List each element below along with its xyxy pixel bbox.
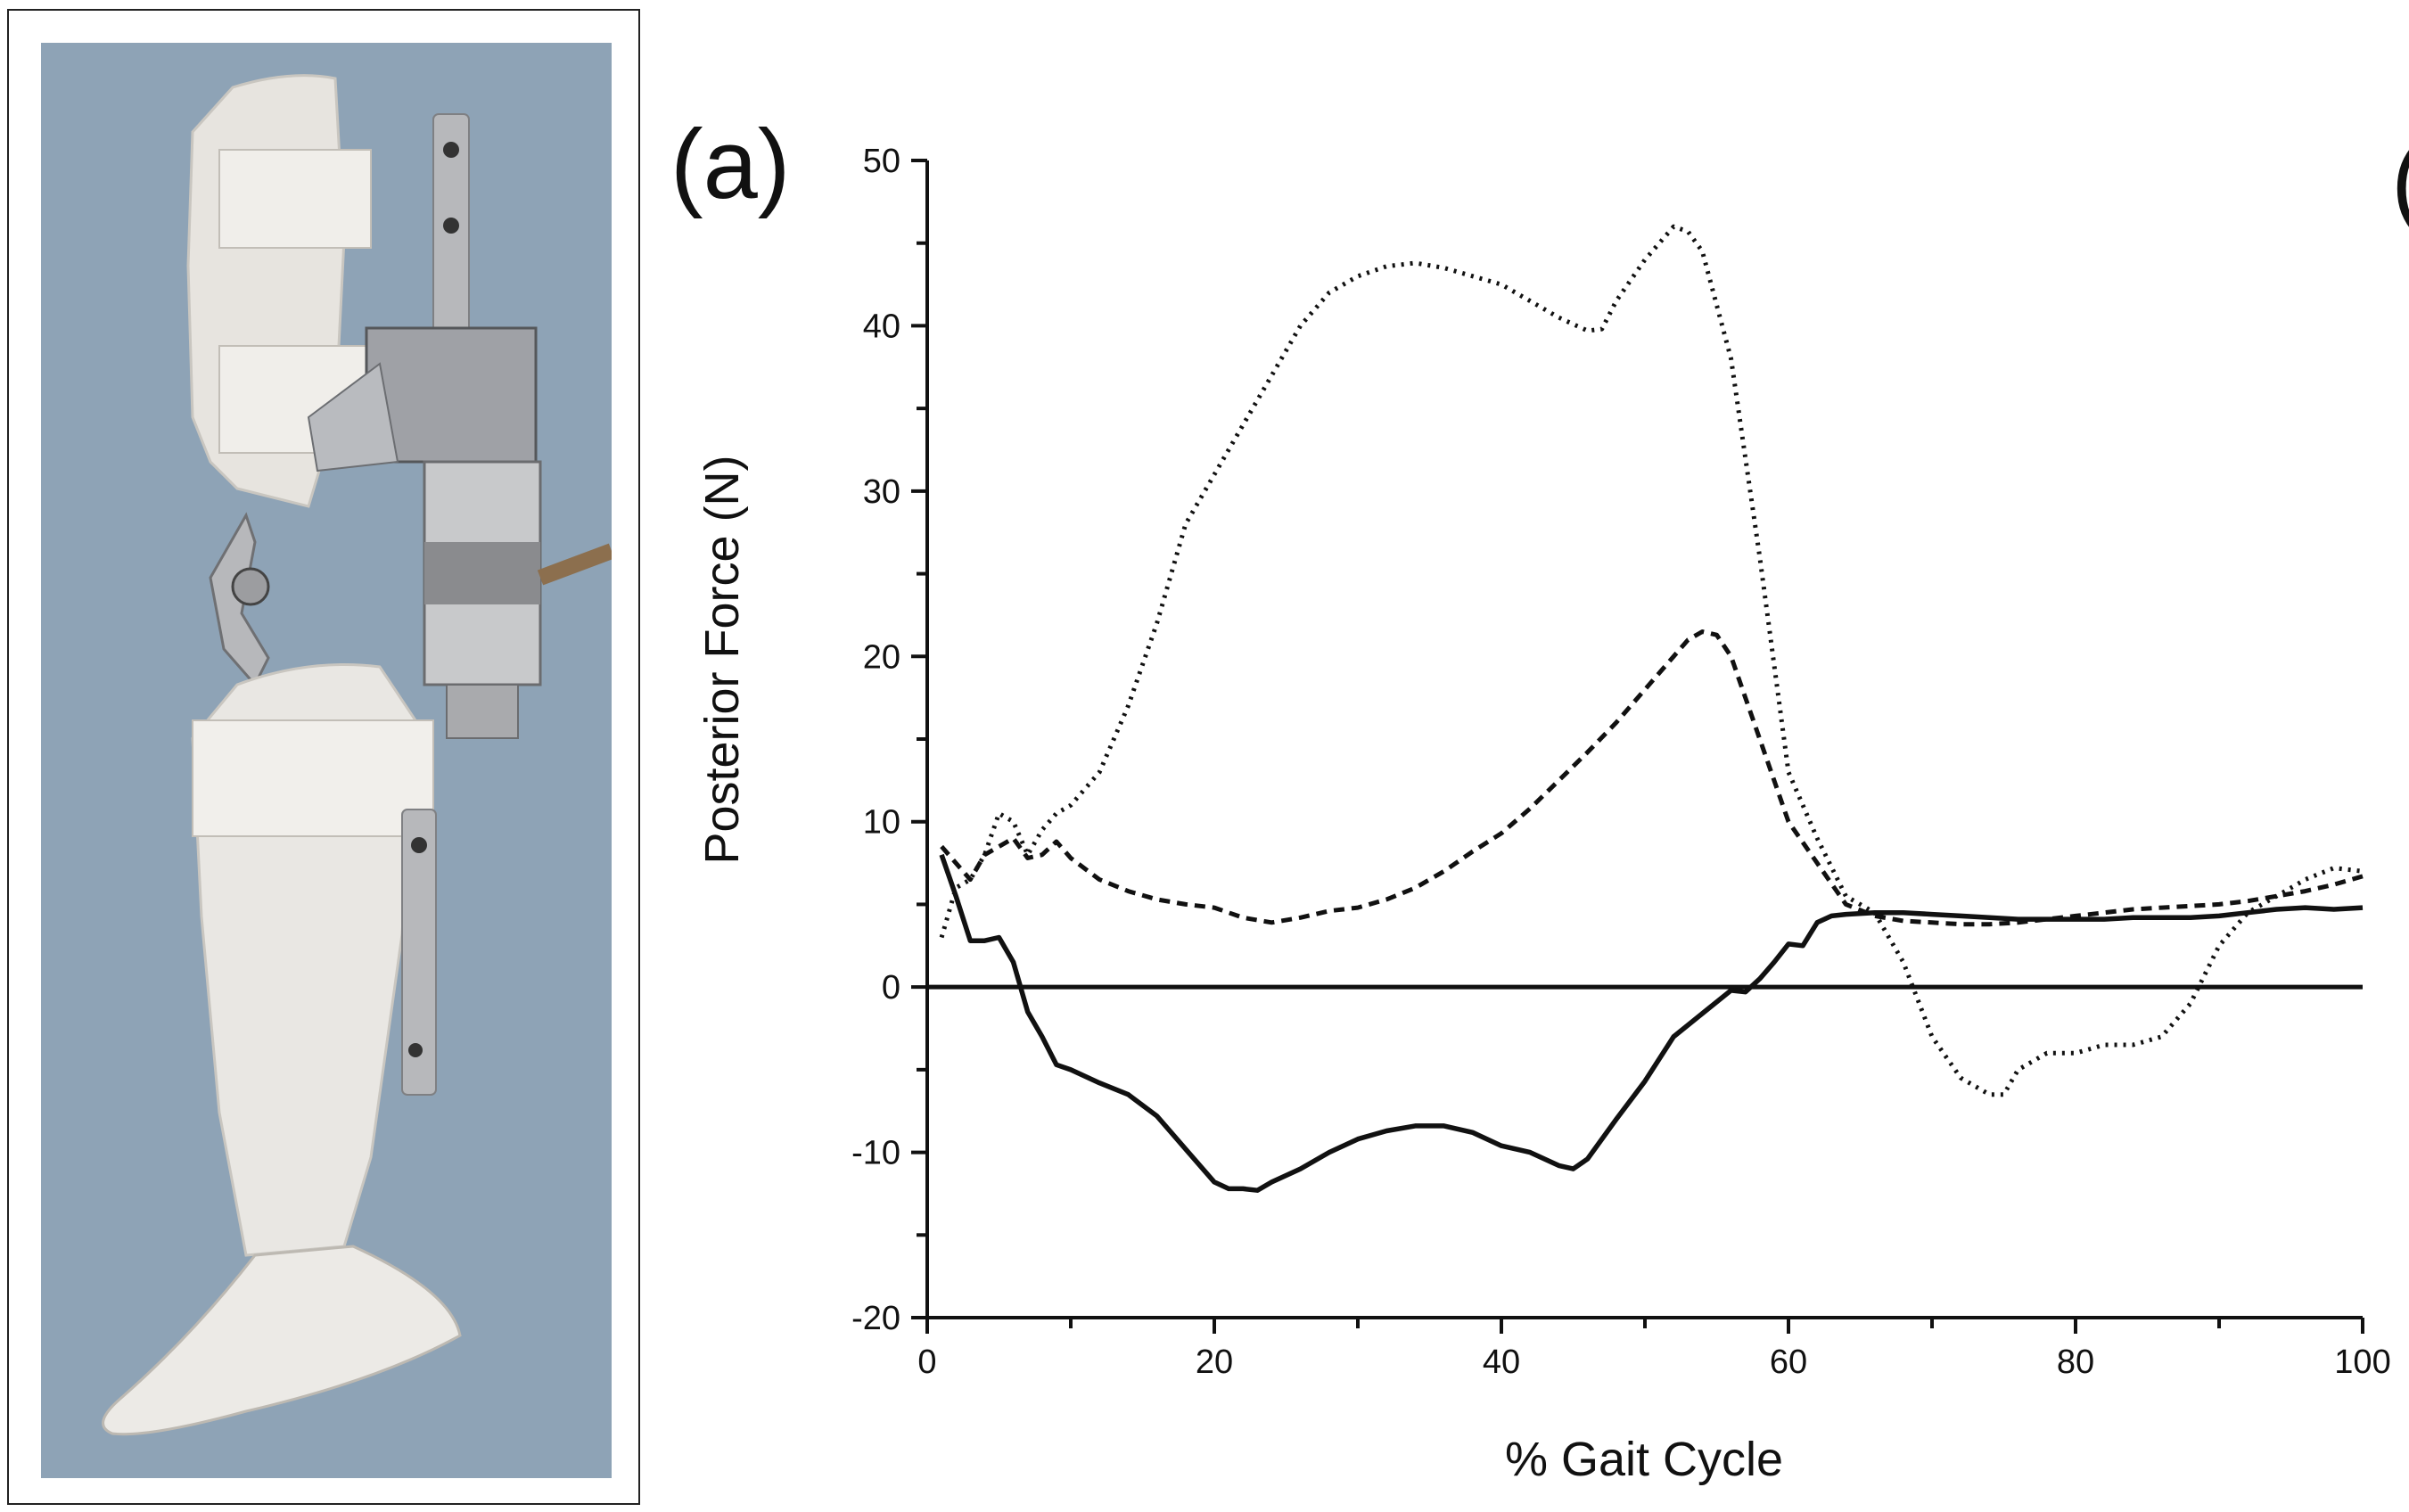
- y-tick-label: 50: [863, 143, 900, 180]
- y-tick-label: 30: [863, 473, 900, 511]
- y-tick-label: -20: [851, 1300, 900, 1337]
- sensor-cable: [537, 543, 612, 586]
- series-line-dotted: [939, 224, 2364, 1097]
- foot-plate: [102, 1245, 462, 1436]
- shank-upright-bar: [401, 809, 437, 1096]
- x-tick-label: 100: [2334, 1344, 2390, 1381]
- plot-area: -20 -10 0 10 20 30 40 50 0 20 40 60 80 100: [851, 143, 2391, 1381]
- bolt-icon: [408, 1043, 423, 1057]
- photo-frame: [7, 9, 640, 1505]
- series-line-dashed: [940, 629, 2364, 927]
- bolt-icon: [443, 142, 459, 158]
- orthosis-photo: [41, 43, 612, 1478]
- panel-label-cut: (: [2391, 126, 2409, 235]
- y-tick-label: 0: [882, 969, 900, 1007]
- series-line-solid: [939, 853, 2364, 1193]
- y-tick-label: -10: [851, 1135, 900, 1172]
- x-tick-label: 80: [2057, 1344, 2094, 1381]
- bolt-icon: [443, 218, 459, 234]
- calf-strap: [192, 719, 434, 837]
- y-tick-label: 20: [863, 638, 900, 676]
- x-axis-title: % Gait Cycle: [1505, 1433, 1783, 1486]
- upper-thigh-strap: [218, 149, 372, 249]
- y-axis-title: Posterior Force (N): [695, 455, 749, 864]
- load-cell-band: [424, 542, 540, 604]
- x-tick-label: 20: [1196, 1344, 1233, 1381]
- y-tick-label: 40: [863, 308, 900, 345]
- panel-label: (a): [670, 110, 790, 219]
- x-tick-label: 60: [1770, 1344, 1807, 1381]
- bolt-icon: [411, 837, 427, 853]
- x-tick-label: 0: [917, 1344, 936, 1381]
- posterior-force-chart: (a) ( -20 -10 0 10 20 30 40 50 0 20 40 60 80 100 % Ga…: [670, 110, 2409, 1486]
- knee-joint-icon: [231, 567, 270, 606]
- x-tick-label: 40: [1483, 1344, 1520, 1381]
- y-tick-label: 10: [863, 804, 900, 842]
- load-cell-base: [446, 684, 519, 739]
- sensor-block: [365, 326, 538, 464]
- mount-wedge: [307, 362, 399, 472]
